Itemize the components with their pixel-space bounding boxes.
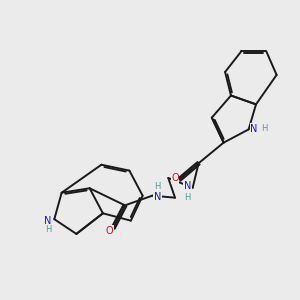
- Text: N: N: [250, 124, 258, 134]
- Text: H: H: [261, 124, 267, 133]
- Text: H: H: [154, 182, 161, 191]
- Text: H: H: [184, 193, 190, 202]
- Text: N: N: [44, 216, 52, 226]
- Text: N: N: [154, 192, 161, 202]
- Text: H: H: [45, 225, 51, 234]
- Text: O: O: [171, 173, 179, 183]
- Text: O: O: [106, 226, 113, 236]
- Text: N: N: [184, 181, 191, 191]
